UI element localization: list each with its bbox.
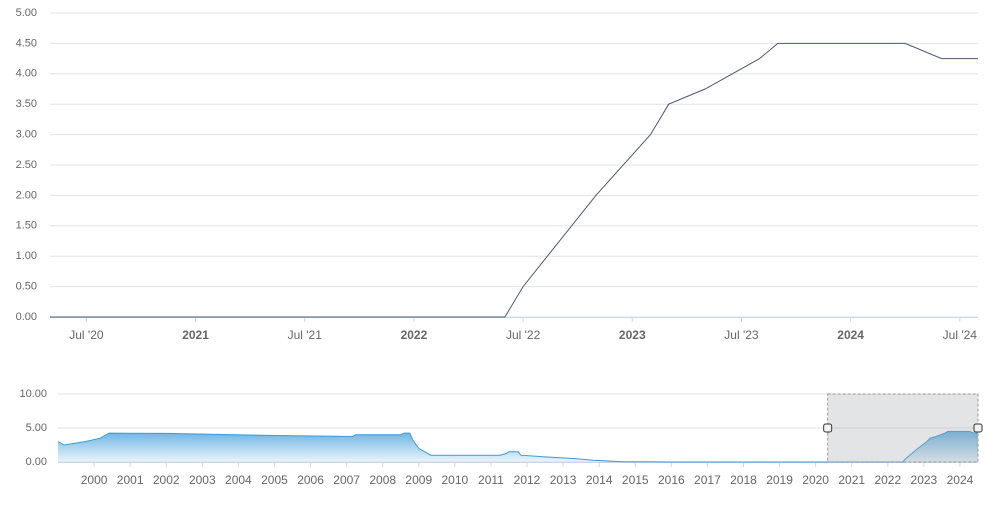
navigator-selection [827, 393, 979, 463]
y-tick-label: 1.00 [16, 250, 37, 262]
y-tick-label: 3.50 [16, 98, 37, 110]
x-tick-label: 2016 [658, 473, 685, 487]
x-tick-label: 2004 [225, 473, 252, 487]
x-tick-label: 2008 [369, 473, 396, 487]
y-tick-label: 4.50 [16, 37, 37, 49]
x-tick-label: 2015 [622, 473, 649, 487]
x-tick-label: 2014 [586, 473, 613, 487]
x-tick-label: Jul '22 [506, 328, 541, 342]
x-tick-label: 2002 [153, 473, 180, 487]
x-tick-label: 2001 [117, 473, 144, 487]
y-tick-label: 0.00 [16, 311, 37, 323]
x-tick-label: Jul '24 [943, 328, 978, 342]
x-tick-label: 2005 [261, 473, 288, 487]
x-tick-label: 2021 [182, 328, 209, 342]
x-tick-label: 2024 [947, 473, 974, 487]
x-tick-label: 2023 [911, 473, 938, 487]
y-tick-label: 10.00 [19, 388, 47, 400]
x-tick-label: 2012 [514, 473, 541, 487]
y-tick-label: 5.00 [26, 422, 47, 434]
x-tick-label: 2018 [730, 473, 757, 487]
data-area-line [57, 430, 978, 463]
x-tick-label: 2023 [619, 328, 646, 342]
y-tick-label: 2.00 [16, 189, 37, 201]
y-tick-label: 5.00 [16, 7, 37, 19]
y-tick-label: 1.50 [16, 220, 37, 232]
x-tick-label: 2010 [442, 473, 469, 487]
x-tick-label: 2011 [478, 473, 504, 487]
x-tick-label: 2017 [694, 473, 721, 487]
x-tick-label: Jul '20 [69, 328, 104, 342]
x-tick-label: Jul '21 [288, 328, 323, 342]
x-tick-label: 2003 [189, 473, 216, 487]
x-tick-label: 2013 [550, 473, 577, 487]
navigator-handle[interactable] [823, 423, 833, 433]
x-tick-label: 2022 [874, 473, 901, 487]
x-tick-label: Jul '23 [724, 328, 759, 342]
navigator-handle[interactable] [973, 423, 983, 433]
x-tick-label: 2006 [297, 473, 324, 487]
data-area [58, 431, 978, 462]
x-tick-label: 2019 [766, 473, 793, 487]
data-line [50, 42, 978, 318]
x-tick-label: 2009 [405, 473, 432, 487]
y-tick-label: 4.00 [16, 68, 37, 80]
y-tick-label: 3.00 [16, 129, 37, 141]
x-tick-label: 2024 [837, 328, 864, 342]
x-tick-label: 2000 [81, 473, 108, 487]
x-tick-label: 2021 [838, 473, 865, 487]
x-tick-label: 2020 [802, 473, 829, 487]
y-tick-label: 0.50 [16, 281, 37, 293]
x-tick-label: 2007 [333, 473, 360, 487]
y-tick-label: 0.00 [26, 456, 47, 468]
x-tick-label: 2022 [401, 328, 428, 342]
y-tick-label: 2.50 [16, 159, 37, 171]
